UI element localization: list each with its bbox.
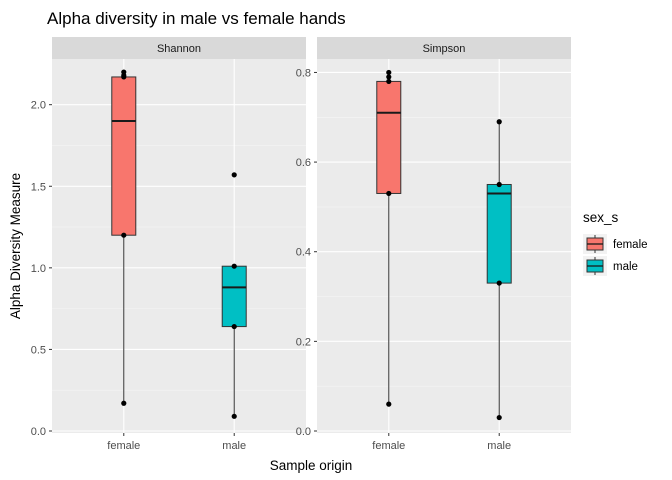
y-axis-title: Alpha Diversity Measure bbox=[8, 173, 23, 319]
x-axis-title: Sample origin bbox=[270, 458, 353, 473]
legend-label-female: female bbox=[613, 239, 648, 251]
plot-background-shannon bbox=[52, 59, 306, 433]
data-point bbox=[496, 280, 502, 286]
data-point bbox=[386, 190, 392, 197]
data-point bbox=[496, 414, 502, 421]
data-point bbox=[231, 172, 237, 178]
data-point bbox=[121, 400, 127, 406]
y-tick-label: 1.5 bbox=[31, 181, 46, 193]
y-tick-label: 0.4 bbox=[296, 247, 311, 259]
data-point bbox=[386, 69, 392, 76]
data-point bbox=[231, 323, 237, 330]
strip-shannon bbox=[52, 37, 306, 59]
y-tick-label: 0.0 bbox=[296, 426, 311, 438]
y-tick-label: 0.5 bbox=[31, 344, 46, 356]
y-tick-label: 0.6 bbox=[296, 157, 311, 169]
strip-label-simpson: Simpson bbox=[423, 43, 466, 55]
y-tick-label: 1.0 bbox=[31, 263, 46, 275]
panel-shannon: Shannon 0.0 0.5 1.0 1.5 2.0 female male bbox=[31, 37, 306, 452]
y-tick-label: 2.0 bbox=[31, 100, 46, 112]
data-point bbox=[231, 263, 237, 269]
data-point bbox=[231, 413, 237, 419]
legend: sex_s female male bbox=[583, 210, 648, 276]
box-body bbox=[486, 183, 512, 284]
data-point bbox=[496, 181, 502, 188]
panel-simpson: Simpson 0.0 0.2 0.4 0.6 0.8 female male bbox=[296, 37, 571, 452]
y-tick-label: 0.0 bbox=[31, 426, 46, 438]
legend-title: sex_s bbox=[583, 210, 619, 225]
data-point bbox=[121, 232, 127, 238]
box-body bbox=[111, 76, 137, 236]
box-female bbox=[376, 69, 402, 407]
plot-background-simpson bbox=[317, 59, 571, 433]
box-male bbox=[486, 119, 512, 421]
chart-title: Alpha diversity in male vs female hands bbox=[47, 9, 346, 28]
box-body bbox=[221, 265, 247, 328]
data-point bbox=[121, 74, 127, 80]
x-tick-label: female bbox=[372, 440, 405, 452]
strip-label-shannon: Shannon bbox=[157, 43, 201, 55]
y-tick-label: 0.8 bbox=[296, 67, 311, 79]
data-point bbox=[496, 119, 502, 125]
legend-label-male: male bbox=[613, 261, 638, 273]
x-tick-label: female bbox=[107, 440, 140, 452]
strip-simpson bbox=[317, 37, 571, 59]
box-body bbox=[376, 80, 402, 194]
y-tick-label: 0.2 bbox=[296, 336, 311, 348]
data-point bbox=[386, 78, 392, 85]
box-male bbox=[221, 172, 247, 419]
x-tick-label: male bbox=[487, 440, 511, 452]
data-point bbox=[386, 401, 392, 407]
data-point bbox=[386, 74, 392, 80]
box-female bbox=[111, 69, 137, 406]
x-tick-label: male bbox=[222, 440, 246, 452]
